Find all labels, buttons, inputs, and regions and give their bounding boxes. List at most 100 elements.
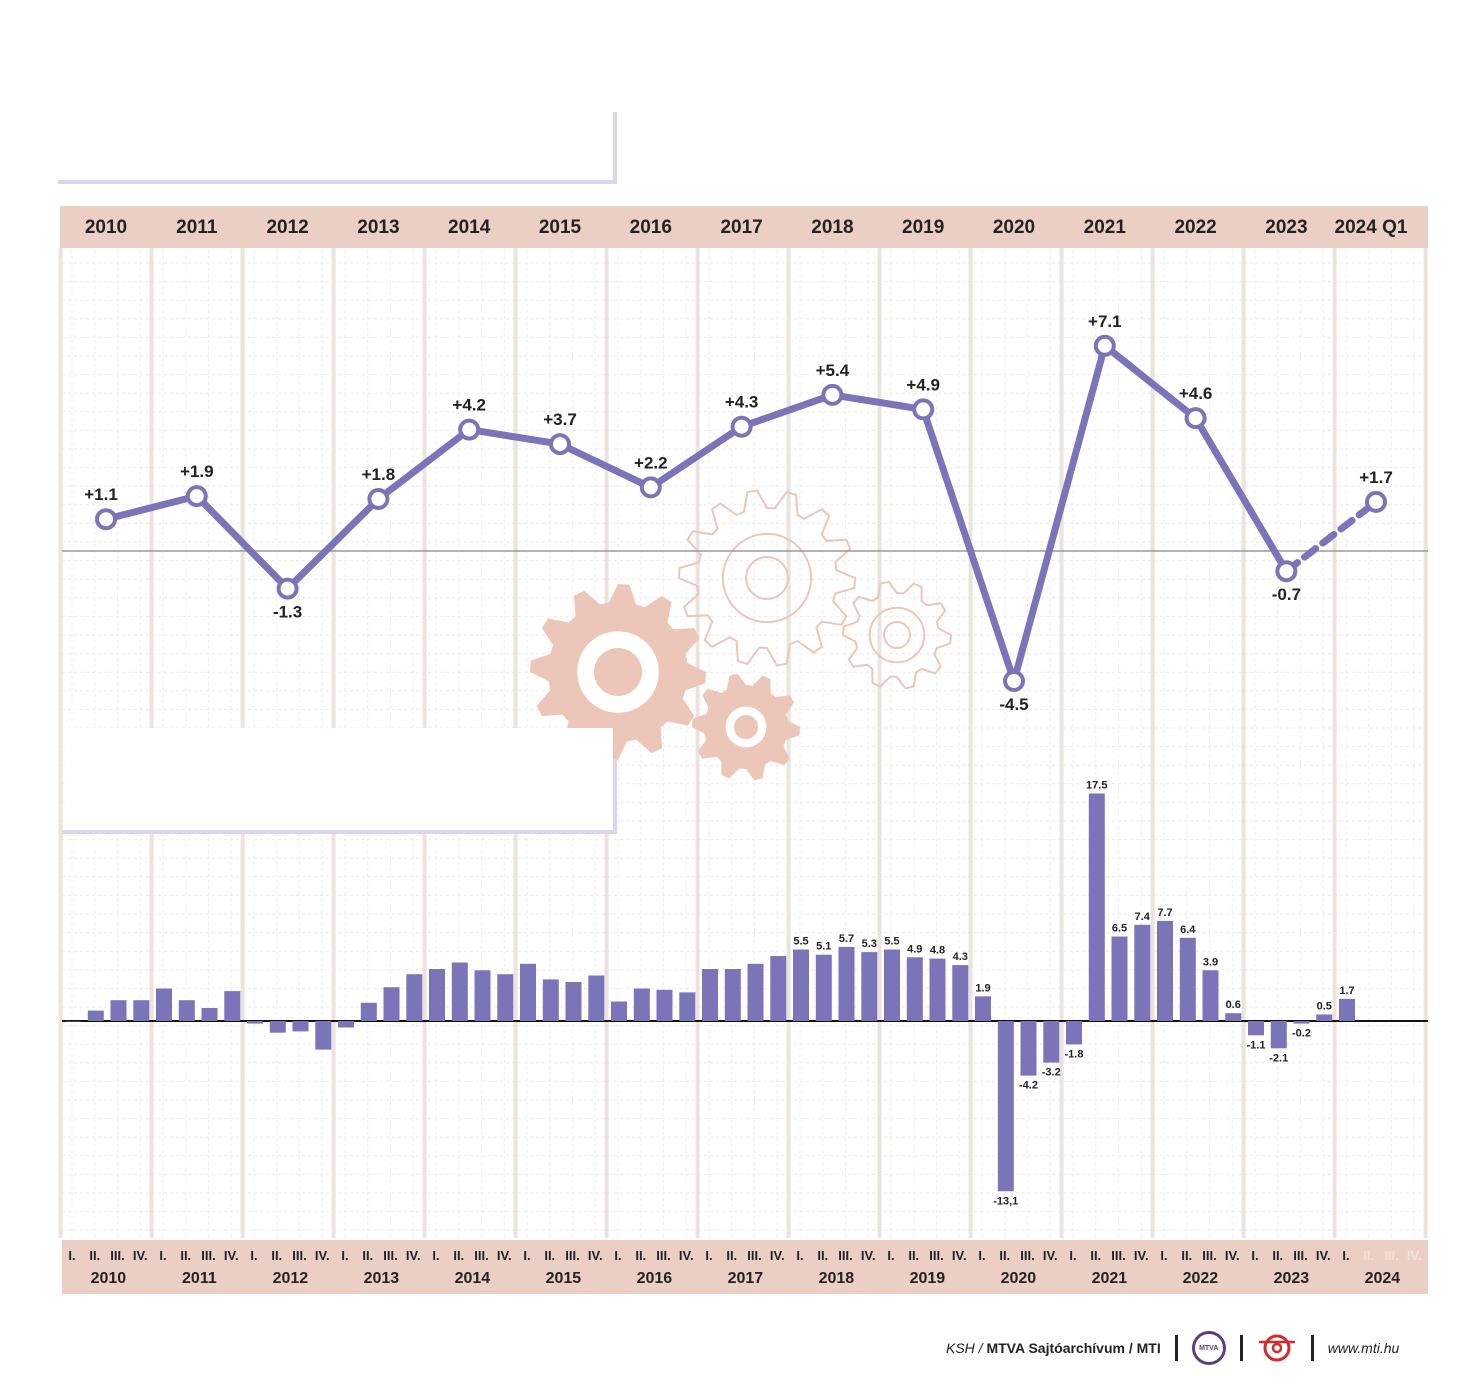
quarter-tick-label: III. <box>383 1248 397 1263</box>
bar <box>770 956 787 1021</box>
line-point <box>1003 670 1025 692</box>
quarter-tick-label: IV. <box>1043 1248 1058 1263</box>
bar <box>1157 920 1173 1021</box>
bar <box>1202 970 1219 1021</box>
bar <box>315 1021 332 1050</box>
line-data-label: +1.7 <box>1359 468 1393 487</box>
bar-data-label: -2.1 <box>1269 1052 1288 1064</box>
quarter-tick-label: II. <box>180 1248 191 1263</box>
bar <box>679 992 696 1021</box>
year-header-label: 2013 <box>357 217 399 238</box>
gear-hub <box>883 621 911 649</box>
bar <box>451 962 468 1021</box>
year-axis-label: 2010 <box>91 1270 127 1287</box>
year-header-label: 2011 <box>176 217 218 238</box>
year-header-label: 2015 <box>539 217 582 238</box>
bar <box>338 1021 354 1028</box>
gear-hub-ring <box>868 606 926 664</box>
quarter-tick-label: I. <box>796 1248 803 1263</box>
bar-data-label: 4.3 <box>953 951 968 963</box>
bar-data-label: 4.8 <box>930 945 945 957</box>
bar <box>247 1021 263 1024</box>
year-axis-label: 2013 <box>364 1270 400 1287</box>
bar <box>565 982 582 1021</box>
quarter-tick-label: II. <box>1181 1248 1192 1263</box>
source-slash: / <box>974 1340 987 1356</box>
quarter-tick-label: II. <box>817 1248 828 1263</box>
line-point <box>730 415 753 438</box>
quarter-tick-label: I. <box>68 1248 75 1263</box>
line-data-label: +4.2 <box>452 396 486 415</box>
quarter-tick-label: III. <box>1020 1248 1034 1263</box>
bar-data-label: 4.9 <box>907 943 922 955</box>
year-axis-label: 2018 <box>819 1270 855 1287</box>
line-point <box>639 476 662 499</box>
line-series-forecast <box>1282 498 1380 575</box>
bar <box>360 1002 377 1021</box>
bar <box>884 949 900 1021</box>
quarter-tick-label: IV. <box>497 1248 512 1263</box>
quarter-tick-label: I. <box>1251 1248 1258 1263</box>
quarter-tick-label: I. <box>887 1248 894 1263</box>
year-axis-label: 2022 <box>1183 1270 1219 1287</box>
quarter-tick-label: III. <box>474 1248 488 1263</box>
year-axis-label: 2020 <box>1001 1270 1037 1287</box>
bar <box>1316 1014 1333 1021</box>
bar <box>224 991 241 1021</box>
line-data-label: +1.9 <box>180 462 214 481</box>
bar <box>1134 924 1151 1021</box>
gear-hub-ring <box>721 532 813 624</box>
bar-data-label: 7.4 <box>1135 911 1151 923</box>
quarter-tick-label: IV. <box>224 1248 239 1263</box>
line-point <box>1184 407 1207 430</box>
bar-data-label: 0.6 <box>1226 999 1241 1011</box>
quarter-tick-label: IV. <box>770 1248 785 1263</box>
bar <box>497 974 514 1021</box>
gear-decoration <box>530 489 953 781</box>
quarter-tick-label: I. <box>614 1248 621 1263</box>
quarter-tick-label: IV. <box>952 1248 967 1263</box>
bar-data-label: 1.7 <box>1339 985 1354 997</box>
line-data-label: +1.8 <box>362 465 396 484</box>
bar-data-label: -1.1 <box>1247 1039 1266 1051</box>
source-credit: MTVA Sajtóarchívum / MTI <box>986 1340 1161 1356</box>
quarter-tick-label: I. <box>432 1248 439 1263</box>
quarter-tick-label: IV. <box>315 1248 330 1263</box>
year-header-label: 2010 <box>85 217 127 238</box>
overlay-panel-top-border <box>58 112 617 184</box>
line-data-label: +7.1 <box>1088 312 1122 331</box>
annual-line-chart: +1.1 +1.9 -1.3 +1.8 +4.2 +3.7 +2.2 +4.3 +5.4 +4.9… <box>62 312 1428 714</box>
year-header-label: 2021 <box>1084 217 1127 238</box>
bar <box>1225 1013 1242 1021</box>
bar <box>474 970 491 1021</box>
source-footer: KSH / MTVA Sajtóarchívum / MTI MTVA www.… <box>946 1328 1399 1368</box>
bar <box>975 996 991 1021</box>
overlay-panel-bottom-border <box>62 760 617 834</box>
line-data-label: +4.3 <box>725 393 759 412</box>
year-axis-label: 2011 <box>182 1270 217 1287</box>
bar <box>793 949 809 1021</box>
gear-icon <box>677 489 857 667</box>
quarter-tick-label: III. <box>838 1248 852 1263</box>
overlay-panel-top <box>62 112 617 182</box>
year-header-label: 2017 <box>720 217 762 238</box>
quarter-tick-label: III. <box>1111 1248 1125 1263</box>
quarter-tick-label: I. <box>1342 1248 1349 1263</box>
year-header-label: 2014 <box>448 217 491 238</box>
year-axis-label: 2016 <box>637 1270 673 1287</box>
line-point <box>1275 560 1298 583</box>
mti-logo-icon <box>1258 1334 1295 1362</box>
year-header-label: 2016 <box>630 217 672 238</box>
bar <box>383 987 400 1021</box>
line-data-label: +4.9 <box>906 375 940 394</box>
bar <box>1088 793 1105 1021</box>
bar <box>110 1000 127 1021</box>
year-axis-label: 2021 <box>1092 1270 1128 1287</box>
source-url: www.mti.hu <box>1327 1340 1400 1356</box>
line-data-label: -0.7 <box>1272 585 1301 604</box>
quarter-tick-label: I. <box>978 1248 985 1263</box>
bar <box>588 975 605 1021</box>
bar-data-label: 17.5 <box>1086 780 1107 792</box>
gear-icon <box>841 580 953 690</box>
quarter-tick-label: III. <box>656 1248 670 1263</box>
